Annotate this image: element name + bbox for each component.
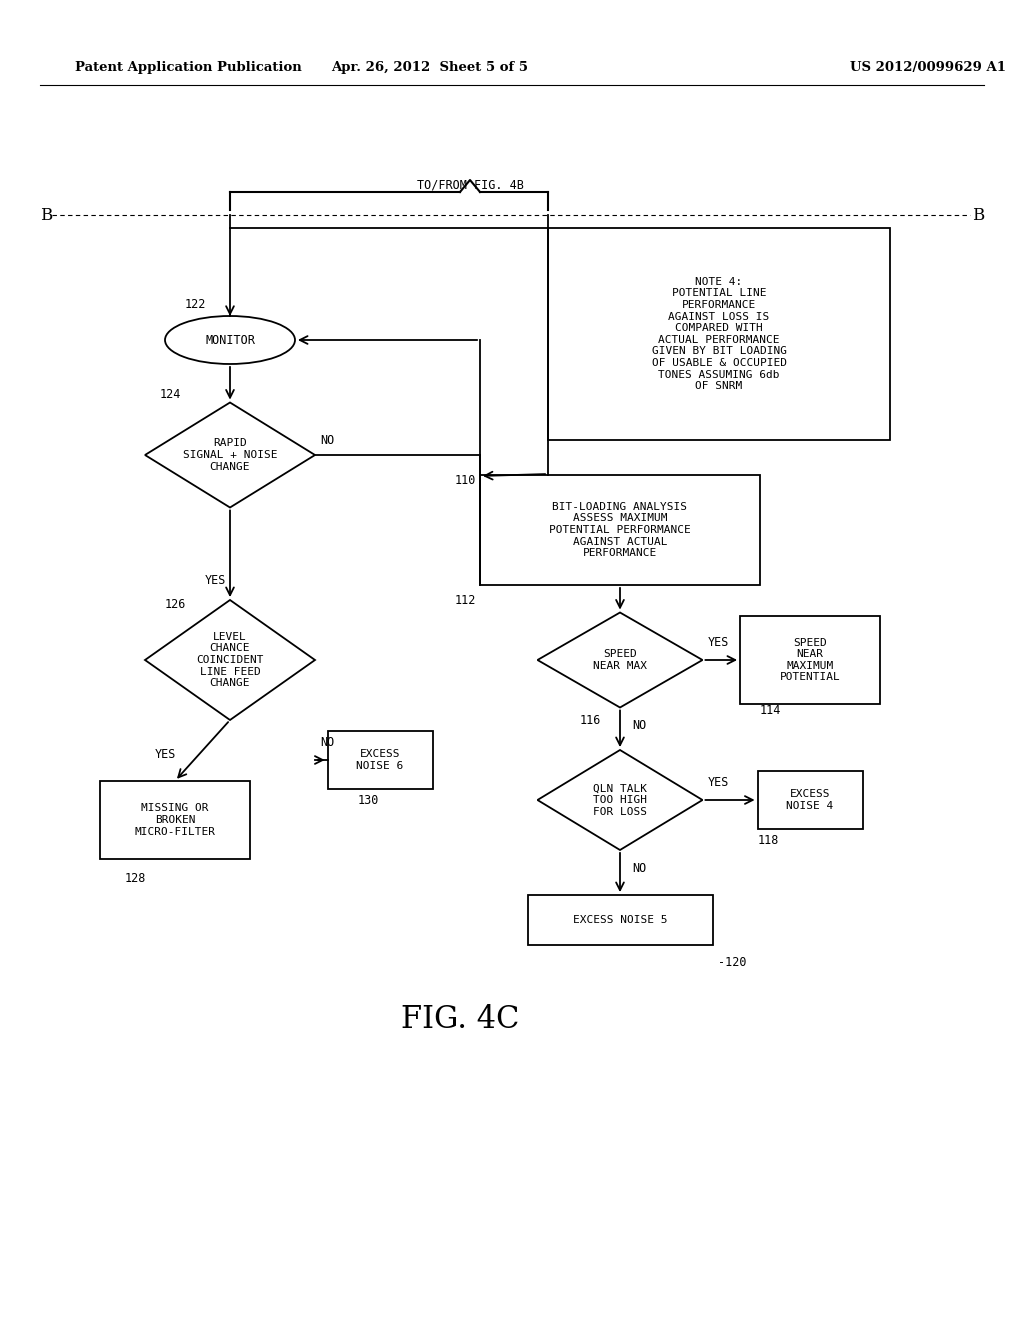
Text: MISSING OR
BROKEN
MICRO-FILTER: MISSING OR BROKEN MICRO-FILTER [134,804,215,837]
Text: B: B [40,206,52,223]
Text: QLN TALK
TOO HIGH
FOR LOSS: QLN TALK TOO HIGH FOR LOSS [593,783,647,817]
Text: 128: 128 [125,871,146,884]
Text: 126: 126 [165,598,186,611]
Text: YES: YES [708,776,729,788]
Text: SPEED
NEAR MAX: SPEED NEAR MAX [593,649,647,671]
FancyBboxPatch shape [328,731,432,789]
FancyBboxPatch shape [527,895,713,945]
Text: EXCESS
NOISE 4: EXCESS NOISE 4 [786,789,834,810]
Text: YES: YES [205,573,226,586]
Text: YES: YES [708,635,729,648]
Text: 122: 122 [185,298,207,312]
Text: SPEED
NEAR
MAXIMUM
POTENTIAL: SPEED NEAR MAXIMUM POTENTIAL [779,638,841,682]
Text: 118: 118 [758,833,779,846]
Text: NOTE 4:
POTENTIAL LINE
PERFORMANCE
AGAINST LOSS IS
COMPARED WITH
ACTUAL PERFORMA: NOTE 4: POTENTIAL LINE PERFORMANCE AGAIN… [651,277,786,391]
Ellipse shape [165,315,295,364]
Text: US 2012/0099629 A1: US 2012/0099629 A1 [850,62,1006,74]
FancyBboxPatch shape [548,228,890,440]
FancyBboxPatch shape [480,475,760,585]
Text: 112: 112 [455,594,476,606]
Text: 130: 130 [358,793,379,807]
Text: NO: NO [632,862,646,874]
FancyBboxPatch shape [740,616,880,704]
Polygon shape [145,601,315,719]
Text: B: B [972,206,984,223]
FancyBboxPatch shape [100,781,250,859]
Text: 124: 124 [160,388,181,401]
Text: LEVEL
CHANCE
COINCIDENT
LINE FEED
CHANGE: LEVEL CHANCE COINCIDENT LINE FEED CHANGE [197,632,264,688]
Text: EXCESS
NOISE 6: EXCESS NOISE 6 [356,750,403,771]
Text: YES: YES [155,748,176,762]
Text: 114: 114 [760,704,781,717]
Text: RAPID
SIGNAL + NOISE
CHANGE: RAPID SIGNAL + NOISE CHANGE [182,438,278,471]
FancyBboxPatch shape [758,771,862,829]
Text: NO: NO [319,735,334,748]
Text: Apr. 26, 2012  Sheet 5 of 5: Apr. 26, 2012 Sheet 5 of 5 [332,62,528,74]
Text: MONITOR: MONITOR [205,334,255,346]
Polygon shape [538,612,702,708]
Text: EXCESS NOISE 5: EXCESS NOISE 5 [572,915,668,925]
Text: NO: NO [319,433,334,446]
Text: FIG. 4C: FIG. 4C [400,1005,519,1035]
Text: NO: NO [632,719,646,733]
Text: 116: 116 [580,714,601,726]
Text: BIT-LOADING ANALYSIS
ASSESS MAXIMUM
POTENTIAL PERFORMANCE
AGAINST ACTUAL
PERFORM: BIT-LOADING ANALYSIS ASSESS MAXIMUM POTE… [549,502,691,558]
Polygon shape [145,403,315,507]
Text: TO/FROM FIG. 4B: TO/FROM FIG. 4B [417,178,523,191]
Text: Patent Application Publication: Patent Application Publication [75,62,302,74]
Text: 110: 110 [455,474,476,487]
Text: -120: -120 [718,957,746,969]
Polygon shape [538,750,702,850]
